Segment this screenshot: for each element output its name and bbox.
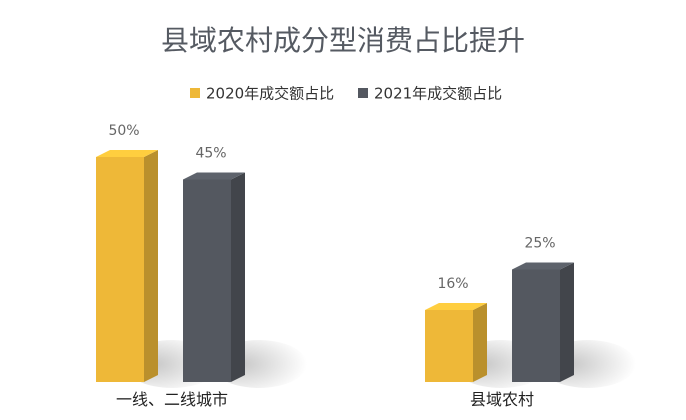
bar-front-face: [183, 179, 231, 382]
legend-label-2020: 2020年成交额占比: [206, 85, 334, 103]
legend-swatch-2020: [190, 88, 200, 98]
bar-top-face: [425, 303, 487, 310]
bar-side-face: [144, 150, 158, 382]
legend-label-2021: 2021年成交额占比: [374, 85, 502, 103]
bar-side-face: [231, 172, 245, 382]
chart-title: 县域农村成分型消费占比提升: [161, 24, 525, 57]
value-labels-group: 50% 45% 16% 25%: [108, 123, 555, 292]
bar-side-face: [560, 262, 574, 382]
value-label: 50%: [108, 123, 139, 139]
bar-side-face: [473, 303, 487, 382]
legend: 2020年成交额占比 2021年成交额占比: [190, 85, 502, 103]
value-label: 25%: [524, 236, 555, 252]
legend-swatch-2021: [358, 88, 368, 98]
bar-front-face: [425, 310, 473, 382]
bar-top-face: [183, 172, 245, 180]
bar-front-face: [96, 157, 144, 382]
value-label: 45%: [195, 146, 226, 162]
bar-top-face: [96, 150, 158, 157]
bar-2021-1: [512, 262, 636, 388]
bar-top-face: [512, 262, 574, 270]
bars-group: [96, 150, 636, 388]
bar-2021-0: [183, 172, 307, 388]
value-label: 16%: [437, 276, 468, 292]
category-labels-group: 一线、二线城市 县域农村: [116, 390, 534, 409]
category-label: 一线、二线城市: [116, 390, 228, 409]
category-label: 县域农村: [470, 390, 534, 409]
bar-front-face: [512, 269, 560, 382]
